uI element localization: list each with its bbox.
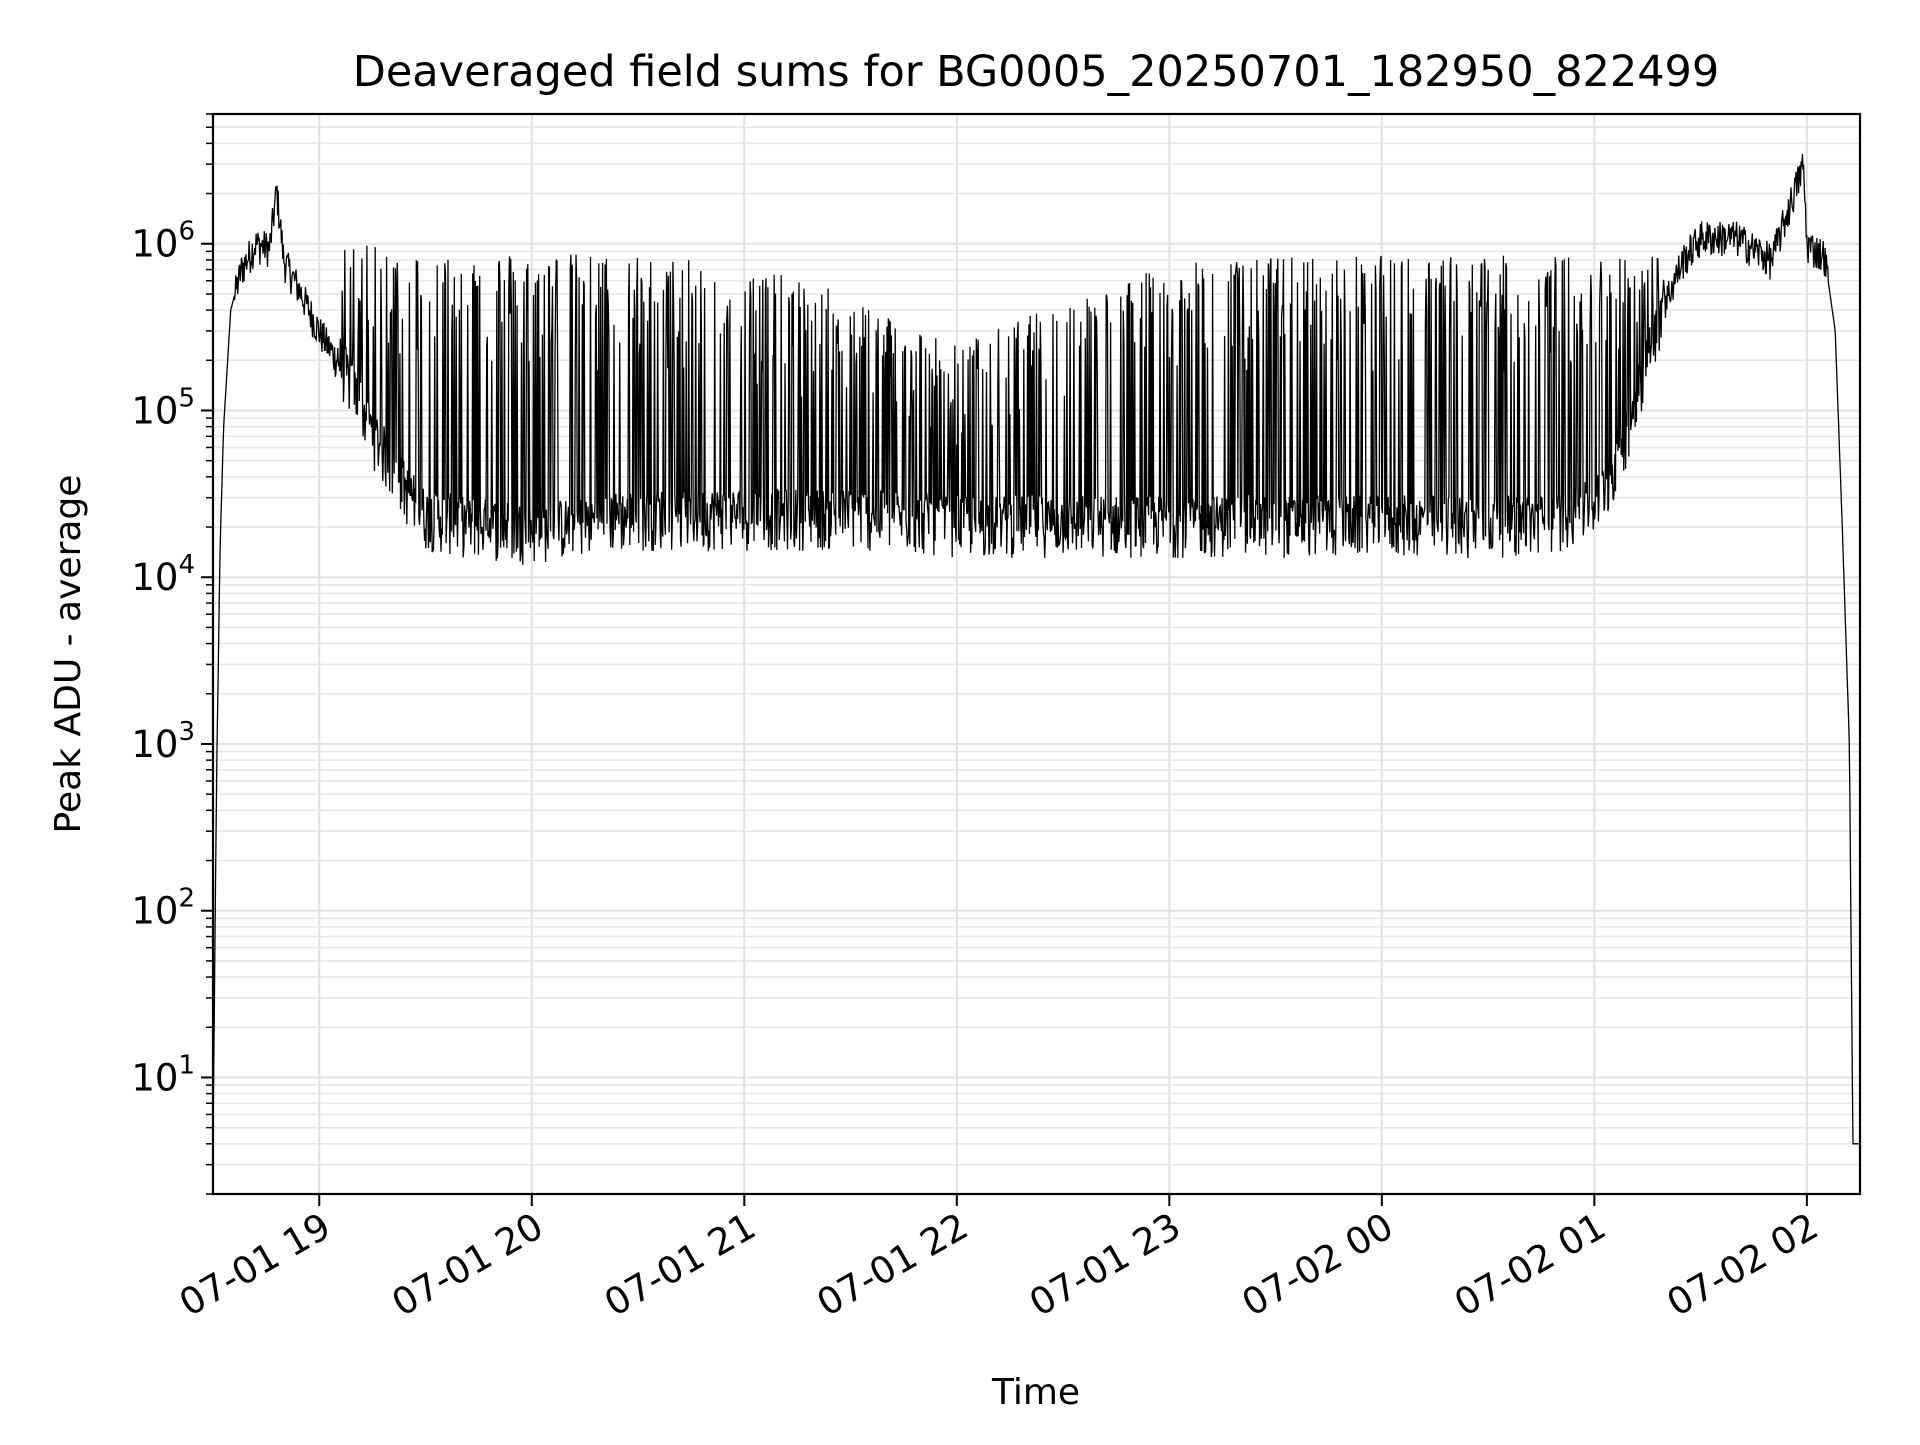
data-layer <box>212 153 1860 1145</box>
series-line <box>212 153 1860 1145</box>
y-tick-label-3: 104 <box>131 550 195 599</box>
plot-frame <box>211 112 1862 1196</box>
y-axis-label: Peak ADU - average <box>48 475 89 834</box>
y-tick-label-2: 103 <box>131 717 195 766</box>
y-tick-label-5: 106 <box>131 217 195 266</box>
x-axis-label: Time <box>991 1372 1080 1413</box>
y-tick-label-4: 105 <box>131 383 195 432</box>
chart-title: Deaveraged field sums for BG0005_2025070… <box>353 47 1720 97</box>
y-tick-label-1: 102 <box>131 884 195 933</box>
y-tick-label-0: 101 <box>131 1050 195 1099</box>
